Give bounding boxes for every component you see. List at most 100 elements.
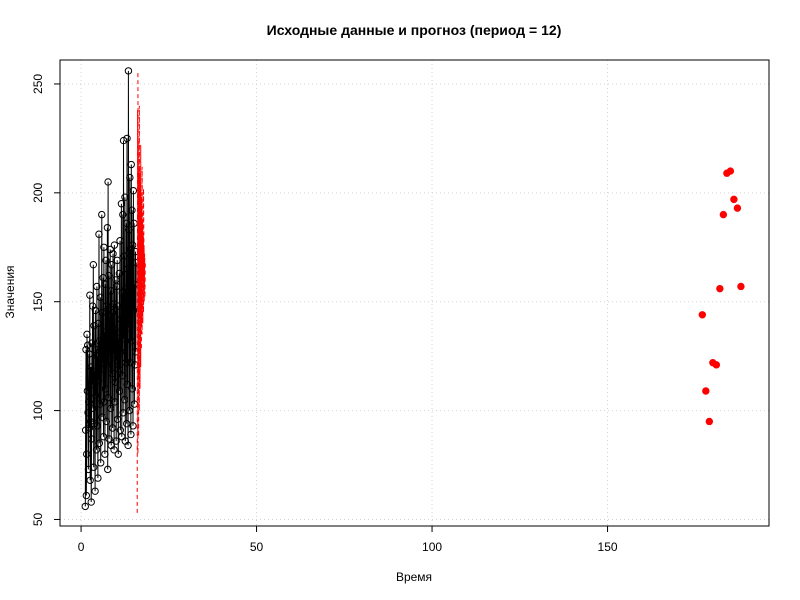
data-point [82,450,91,458]
data-point [127,430,135,439]
chart-title: Исходные данные и прогноз (период = 12) [267,22,562,38]
data-point [106,343,114,352]
data-point [115,269,124,278]
data-point [125,406,134,415]
data-point [97,459,105,467]
data-point [85,398,93,406]
data-point [92,391,100,400]
forecast-point [733,204,742,212]
plot-frame [59,59,770,527]
data-point [81,426,90,434]
data-point [105,435,113,443]
data-point [83,387,92,395]
y-tick-label: 50 [31,512,45,526]
data-point [91,487,99,495]
forecast-point [737,282,745,291]
data-point [90,321,98,330]
data-point [103,361,111,369]
data-point [107,260,116,269]
data-point [111,326,119,334]
data-point [101,385,110,393]
plot-data [81,67,745,513]
data-point [93,282,101,291]
data-point [84,409,92,417]
data-point [115,387,124,395]
data-point [107,287,115,295]
data-point [114,335,123,343]
data-point [117,200,126,208]
data-point [110,300,118,308]
data-point [117,315,125,323]
data-point [121,193,129,201]
data-point [103,223,112,232]
data-point [87,498,95,506]
data-point [91,306,100,315]
data-point [127,337,136,345]
data-point [89,260,98,269]
data-point [95,439,104,447]
data-point [108,424,117,432]
data-point [117,348,125,356]
data-point [105,271,113,280]
data-point [110,241,119,249]
data-point [112,437,120,445]
y-tick-label: 200 [31,182,45,202]
data-point [104,393,113,402]
data-point [112,282,121,291]
data-point [123,134,131,143]
data-point [108,308,116,317]
data-point [109,350,118,358]
data-point [101,450,109,458]
data-point [128,206,136,214]
forecast-point [698,311,707,319]
forecast-point [730,195,738,204]
data-point [129,186,138,195]
data-point [102,302,111,310]
y-tick-label: 250 [31,74,45,94]
data-point [86,291,94,299]
data-point [85,350,93,358]
data-point [129,422,137,430]
data-point [122,419,131,428]
y-tick-label: 100 [31,400,45,420]
data-point [125,324,133,332]
y-axis-label: Значения [3,265,17,318]
data-point [126,173,134,182]
data-point [130,306,138,315]
data-point [88,380,96,389]
data-point [111,398,119,406]
data-point [84,341,92,349]
data-point [109,250,117,258]
data-point [124,67,133,75]
data-point [99,358,107,367]
data-point [125,226,133,234]
data-point [96,293,105,302]
data-point [118,372,127,380]
data-point [94,474,102,482]
forecast-line [138,173,146,313]
data-point [106,404,115,413]
data-point [95,230,103,238]
data-point [119,409,127,417]
x-axis-label: Время [396,570,432,584]
data-point [114,302,122,310]
data-point [122,358,130,367]
data-point [101,280,109,288]
forecast-point [712,361,721,369]
data-point [93,352,102,360]
data-point [110,446,118,454]
data-point [93,422,101,430]
data-point [102,256,110,265]
data-point [116,237,124,245]
data-point [127,160,135,169]
data-point [126,245,135,254]
data-point [87,435,96,443]
forecast-point [705,417,714,426]
data-point [98,413,106,421]
data-point [89,404,97,413]
x-tick-label: 150 [598,540,618,554]
forecast-point [716,284,724,293]
data-point [120,335,128,343]
axes: 0 50 100 150 50 100 150 200 250 [31,74,618,554]
